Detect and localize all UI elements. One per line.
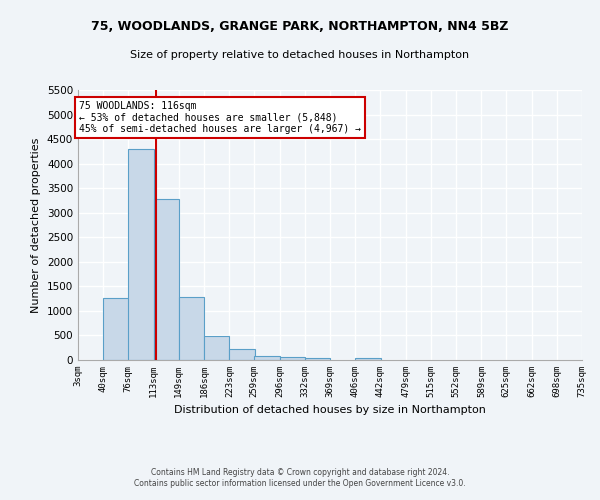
Bar <box>103 298 129 360</box>
Bar <box>154 199 179 360</box>
Y-axis label: Number of detached properties: Number of detached properties <box>31 138 41 312</box>
Bar <box>280 357 305 360</box>
Bar <box>254 356 280 360</box>
Bar <box>229 349 255 360</box>
Bar <box>179 297 204 360</box>
Bar <box>204 336 229 360</box>
Bar <box>355 358 381 360</box>
X-axis label: Distribution of detached houses by size in Northampton: Distribution of detached houses by size … <box>174 406 486 415</box>
Text: Size of property relative to detached houses in Northampton: Size of property relative to detached ho… <box>130 50 470 60</box>
Bar <box>305 358 330 360</box>
Text: 75 WOODLANDS: 116sqm
← 53% of detached houses are smaller (5,848)
45% of semi-de: 75 WOODLANDS: 116sqm ← 53% of detached h… <box>79 101 361 134</box>
Bar <box>128 149 154 360</box>
Text: 75, WOODLANDS, GRANGE PARK, NORTHAMPTON, NN4 5BZ: 75, WOODLANDS, GRANGE PARK, NORTHAMPTON,… <box>91 20 509 33</box>
Text: Contains HM Land Registry data © Crown copyright and database right 2024.
Contai: Contains HM Land Registry data © Crown c… <box>134 468 466 487</box>
